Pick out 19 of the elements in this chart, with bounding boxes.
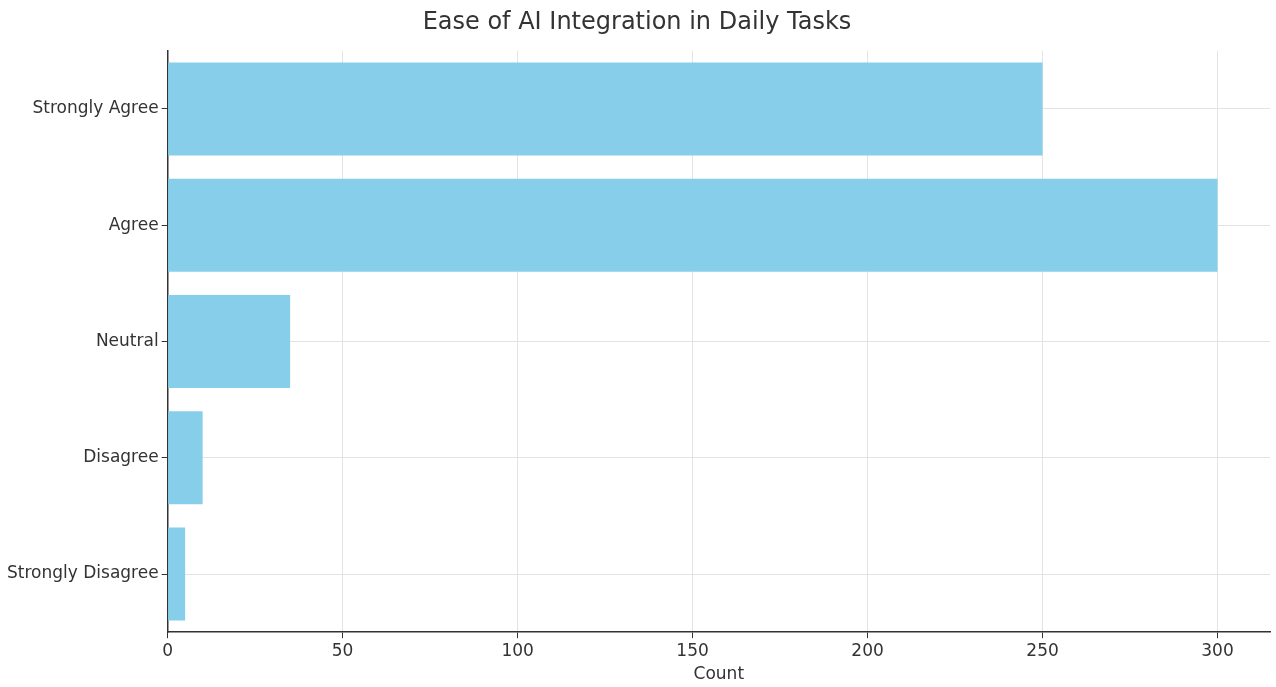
x-tick-label: 0 [162, 639, 174, 660]
x-tick-label: 200 [851, 639, 884, 660]
x-tick-label: 150 [676, 639, 709, 660]
y-tick-label: Neutral [95, 329, 159, 350]
x-tick-label: 250 [1026, 639, 1059, 660]
x-axis-title: Count [693, 663, 745, 684]
y-tick-label: Agree [108, 213, 159, 234]
x-tick-label: 50 [331, 639, 354, 660]
bar [168, 62, 1043, 156]
bar [168, 411, 203, 505]
bar [168, 178, 1218, 272]
chart-title: Ease of AI Integration in Daily Tasks [422, 6, 852, 35]
bar [168, 294, 291, 389]
y-tick-label: Disagree [83, 446, 159, 467]
y-tick-label: Strongly Agree [32, 97, 159, 118]
bar [168, 527, 186, 621]
x-tick-label: 100 [501, 639, 534, 660]
y-tick-label: Strongly Disagree [7, 562, 159, 583]
x-tick-label: 300 [1201, 639, 1234, 660]
